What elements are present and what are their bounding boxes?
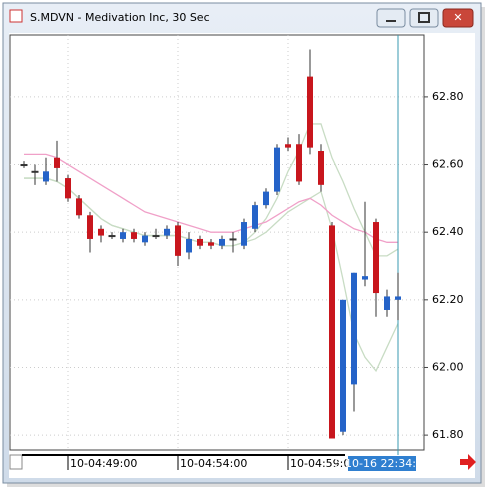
candle-body bbox=[384, 296, 390, 310]
candle-body bbox=[241, 222, 247, 246]
y-tick-label: 62.20 bbox=[432, 293, 464, 306]
candle-body bbox=[263, 191, 269, 206]
candle-body bbox=[340, 299, 346, 432]
maximize-icon bbox=[418, 12, 430, 23]
candle-body bbox=[362, 276, 368, 280]
close-button[interactable] bbox=[442, 8, 474, 28]
candle-body bbox=[31, 170, 39, 173]
candle-body bbox=[329, 225, 335, 439]
candle-body bbox=[318, 151, 324, 185]
candle-body bbox=[307, 76, 313, 148]
cursor-label: 5-10-16 22:34:00 bbox=[334, 457, 430, 470]
plot-area bbox=[9, 34, 425, 451]
candle-body bbox=[98, 228, 104, 236]
app-icon bbox=[9, 9, 23, 23]
y-tick-label: 62.60 bbox=[432, 158, 464, 171]
candle-body bbox=[274, 147, 280, 192]
candle-body bbox=[351, 272, 357, 385]
candle-body bbox=[373, 222, 379, 294]
y-tick-label: 62.00 bbox=[432, 360, 464, 373]
candle-body bbox=[108, 235, 116, 238]
candle-body bbox=[285, 144, 291, 148]
y-tick-label: 62.40 bbox=[432, 225, 464, 238]
x-tick-label: 10-04:49:00 bbox=[70, 457, 137, 470]
candle-body bbox=[152, 235, 160, 238]
maximize-button[interactable] bbox=[409, 8, 439, 28]
y-tick-label: 61.80 bbox=[432, 428, 464, 441]
candle-body bbox=[208, 242, 214, 246]
candle-body bbox=[76, 198, 82, 216]
scroll-right-arrow[interactable] bbox=[460, 454, 476, 470]
candle-body bbox=[120, 232, 126, 239]
candle-body bbox=[395, 296, 401, 300]
candle-body bbox=[186, 238, 192, 253]
candle-body bbox=[164, 228, 170, 236]
candle-body bbox=[20, 164, 28, 167]
y-tick-label: 62.80 bbox=[432, 90, 464, 103]
candle-body bbox=[219, 238, 225, 246]
x-tick-label: 10-04:59:00 bbox=[290, 457, 357, 470]
candle-body bbox=[65, 178, 71, 199]
candle-body bbox=[296, 144, 302, 182]
candle-body bbox=[197, 238, 203, 246]
candle-body bbox=[43, 171, 49, 182]
candle-body bbox=[54, 157, 60, 168]
candle-body bbox=[229, 238, 237, 241]
candle-body bbox=[142, 235, 148, 243]
axis-corner bbox=[9, 454, 23, 470]
moving-average-line bbox=[24, 153, 398, 243]
x-tick-label: 10-04:54:00 bbox=[180, 457, 247, 470]
minimize-button[interactable] bbox=[376, 8, 406, 28]
window-title: S.MDVN - Medivation Inc, 30 Sec bbox=[30, 11, 210, 24]
candle-body bbox=[131, 232, 137, 239]
cursor-label-bg bbox=[348, 456, 416, 471]
candle-body bbox=[252, 205, 258, 229]
close-icon: ✕ bbox=[453, 11, 462, 24]
candle-body bbox=[175, 225, 181, 256]
candle-body bbox=[87, 215, 93, 239]
